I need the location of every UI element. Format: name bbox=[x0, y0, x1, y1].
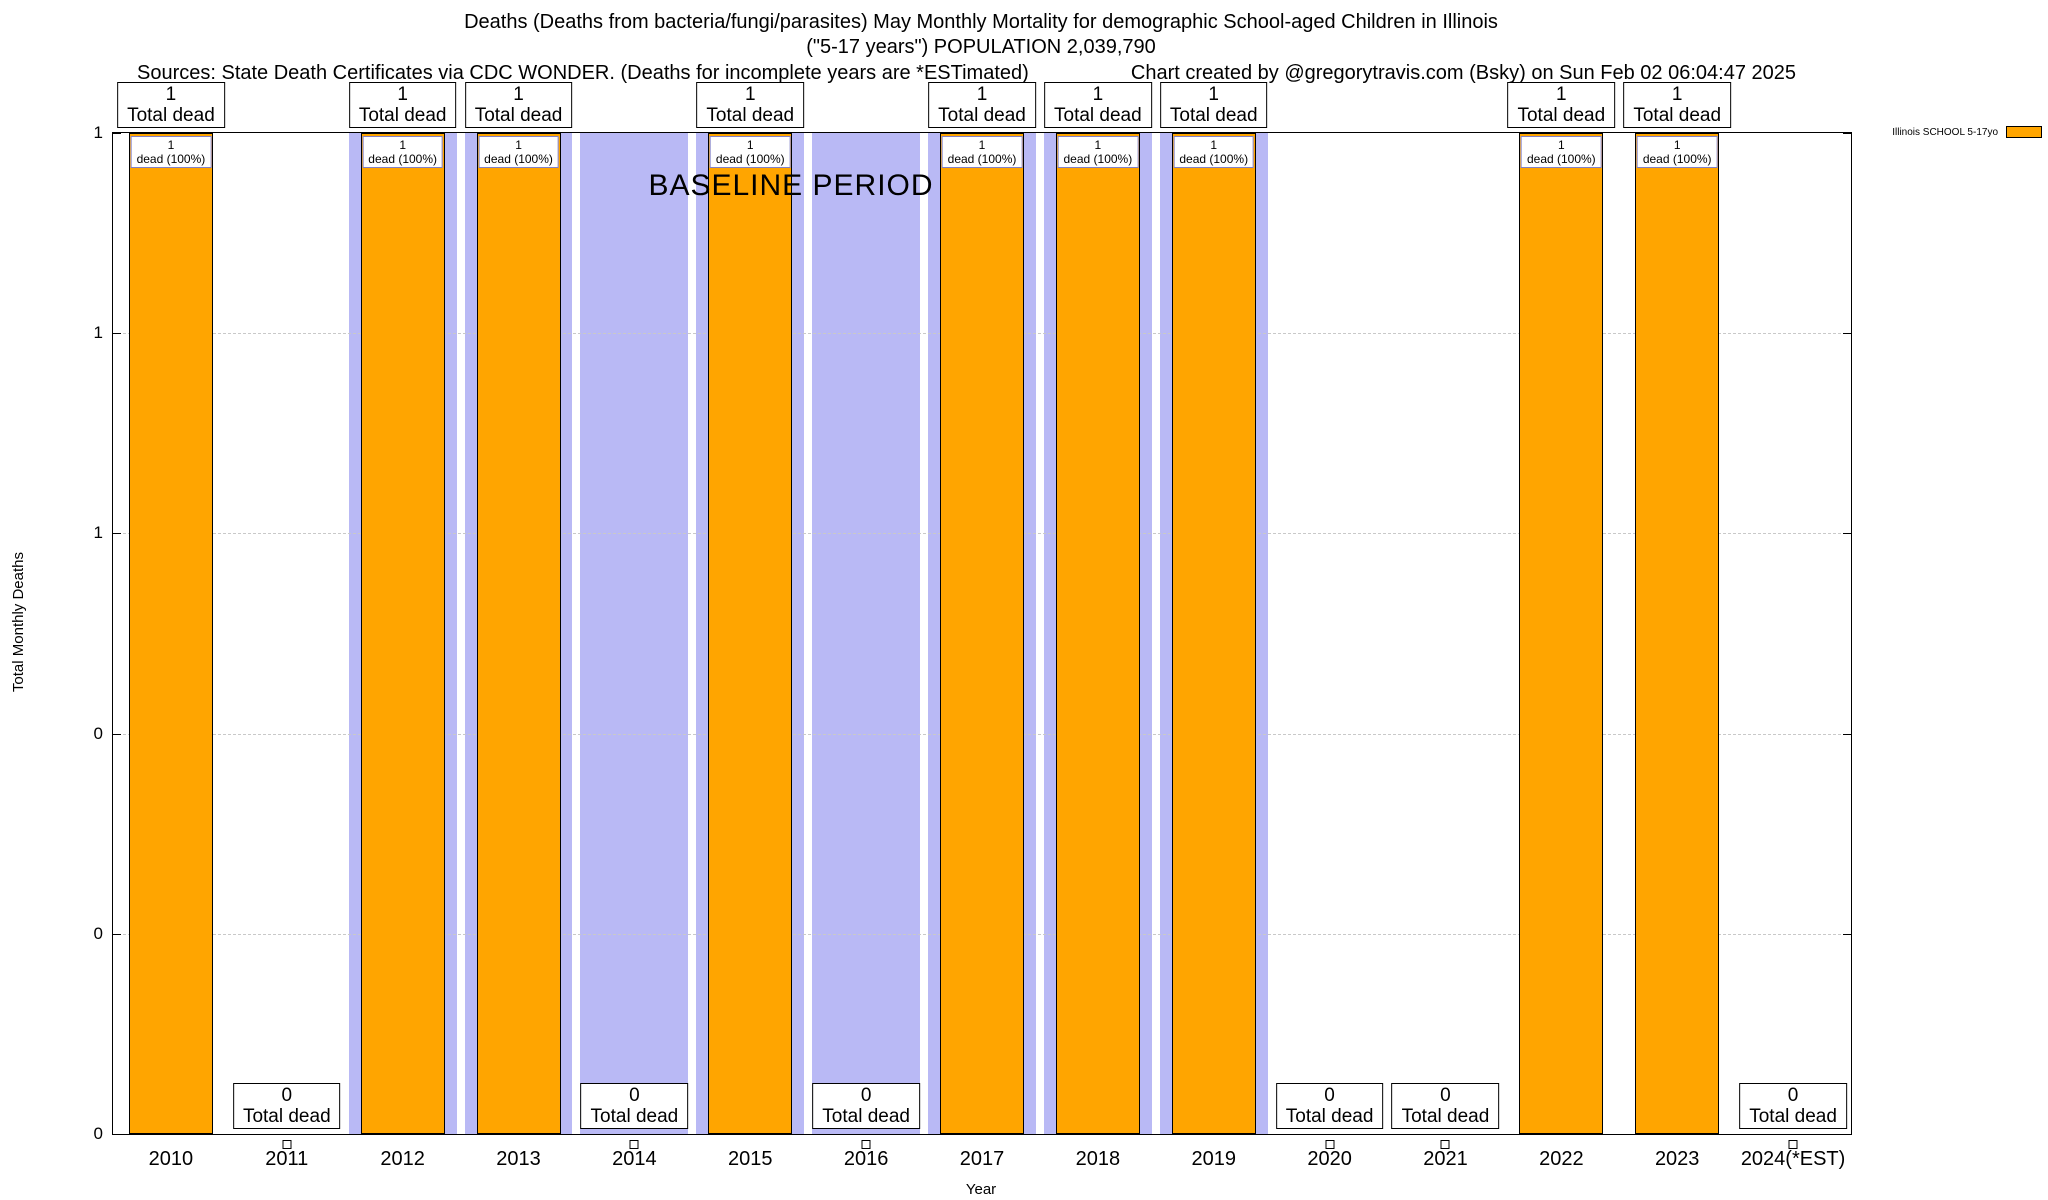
zero-marker bbox=[861, 1140, 871, 1149]
total-dead-box: 1 Total dead bbox=[1623, 82, 1732, 128]
x-tick-label: 2021 bbox=[1423, 1148, 1468, 1170]
y-tick-mark bbox=[113, 333, 121, 335]
x-tick-label: 2020 bbox=[1307, 1148, 1352, 1170]
total-dead-box: 1 Total dead bbox=[1159, 82, 1268, 128]
y-tick-mark bbox=[1843, 1134, 1851, 1135]
y-tick-mark bbox=[1843, 733, 1851, 735]
y-tick-mark bbox=[113, 733, 121, 735]
y-tick-mark bbox=[1843, 133, 1851, 134]
zero-total-box: 0 Total dead bbox=[1391, 1083, 1500, 1129]
data-bar bbox=[1635, 133, 1720, 1134]
x-tick-label: 2010 bbox=[148, 1148, 194, 1170]
chart-header: Deaths (Deaths from bacteria/fungi/paras… bbox=[112, 10, 1850, 86]
data-bar bbox=[360, 133, 445, 1134]
plot-area: BASELINE PERIOD 0 0 0 1 1 1 1 dead (100%) 1 Total… bbox=[94, 82, 1852, 1170]
legend-swatch bbox=[2006, 126, 2042, 138]
y-tick-mark bbox=[1843, 933, 1851, 935]
zero-marker bbox=[1440, 1140, 1450, 1149]
total-dead-box: 1 Total dead bbox=[696, 82, 805, 128]
zero-marker bbox=[629, 1140, 639, 1149]
y-tick-label: 1 bbox=[93, 323, 103, 343]
baseline-band bbox=[812, 133, 921, 1134]
data-bar bbox=[1519, 133, 1604, 1134]
x-tick-label: 2022 bbox=[1539, 1148, 1584, 1170]
zero-total-box: 0 Total dead bbox=[580, 1083, 689, 1129]
bar-value-box: 1 dead (100%) bbox=[130, 136, 212, 168]
total-dead-box: 1 Total dead bbox=[928, 82, 1036, 128]
x-axis-title: Year bbox=[965, 1181, 997, 1198]
x-tick-label: 2015 bbox=[728, 1148, 773, 1170]
zero-total-box: 0 Total dead bbox=[812, 1083, 920, 1129]
data-bar bbox=[940, 133, 1024, 1134]
chart-title: Deaths (Deaths from bacteria/fungi/paras… bbox=[464, 11, 1498, 33]
total-dead-box: 1 Total dead bbox=[464, 82, 573, 128]
credit-note: Chart created by @gregorytravis.com (Bsk… bbox=[1130, 62, 1796, 84]
total-dead-box: 1 Total dead bbox=[1507, 82, 1616, 128]
y-tick-label: 0 bbox=[93, 923, 103, 943]
bar-value-box: 1 dead (100%) bbox=[1520, 136, 1602, 168]
y-tick-label: 0 bbox=[93, 723, 103, 743]
bar-value-box: 1 dead (100%) bbox=[709, 136, 791, 168]
bar-value-box: 1 dead (100%) bbox=[1636, 136, 1718, 168]
total-dead-box: 1 Total dead bbox=[117, 82, 225, 128]
y-tick-mark bbox=[113, 933, 121, 935]
data-bar bbox=[1171, 133, 1256, 1134]
x-tick-label: 2013 bbox=[496, 1148, 541, 1170]
bar-value-box: 1 dead (100%) bbox=[941, 136, 1023, 168]
bar-value-box: 1 dead (100%) bbox=[362, 136, 444, 168]
y-tick-mark bbox=[113, 133, 121, 134]
x-tick-label: 2011 bbox=[265, 1148, 309, 1170]
x-tick-label: 2017 bbox=[959, 1148, 1005, 1170]
y-tick-mark bbox=[113, 1134, 121, 1135]
y-axis-title: Total Monthly Deaths bbox=[10, 552, 27, 693]
zero-total-box: 0 Total dead bbox=[1275, 1083, 1384, 1129]
x-tick-label: 2018 bbox=[1075, 1148, 1121, 1170]
legend: Illinois SCHOOL 5-17yo bbox=[1892, 126, 2042, 138]
sources-note: Sources: State Death Certificates via CD… bbox=[137, 62, 1029, 84]
x-tick-label: 2019 bbox=[1191, 1148, 1236, 1170]
baseline-period-label: BASELINE PERIOD bbox=[648, 169, 934, 202]
zero-total-box: 0 Total dead bbox=[232, 1083, 341, 1129]
x-tick-label: 2012 bbox=[380, 1148, 425, 1170]
y-tick-label: 1 bbox=[93, 123, 103, 142]
zero-marker bbox=[282, 1140, 292, 1149]
y-tick-mark bbox=[1843, 533, 1851, 535]
x-tick-label: 2023 bbox=[1654, 1148, 1700, 1170]
zero-marker bbox=[1788, 1140, 1798, 1149]
zero-total-box: 0 Total dead bbox=[1739, 1083, 1847, 1129]
legend-label: Illinois SCHOOL 5-17yo bbox=[1892, 126, 1998, 138]
data-bar bbox=[708, 133, 793, 1134]
x-tick-label: 2024(*EST) bbox=[1740, 1148, 1846, 1170]
chart-notes-row: Sources: State Death Certificates via CD… bbox=[112, 61, 1850, 86]
bar-value-box: 1 dead (100%) bbox=[1173, 136, 1255, 168]
data-bar bbox=[128, 133, 213, 1134]
y-tick-label: 0 bbox=[93, 1124, 103, 1143]
x-tick-label: 2016 bbox=[843, 1148, 889, 1170]
y-tick-label: 1 bbox=[93, 523, 103, 543]
total-dead-box: 1 Total dead bbox=[348, 82, 457, 128]
x-tick-label: 2014 bbox=[612, 1148, 657, 1170]
bar-value-box: 1 dead (100%) bbox=[478, 136, 559, 168]
data-bar bbox=[476, 133, 561, 1134]
chart-subtitle: ("5-17 years") POPULATION 2,039,790 bbox=[806, 36, 1156, 58]
data-bar bbox=[1055, 133, 1140, 1134]
baseline-band bbox=[580, 133, 689, 1134]
total-dead-box: 1 Total dead bbox=[1044, 82, 1152, 128]
y-tick-mark bbox=[113, 533, 121, 535]
y-tick-mark bbox=[1843, 333, 1851, 335]
zero-marker bbox=[1325, 1140, 1335, 1149]
bar-value-box: 1 dead (100%) bbox=[1057, 136, 1139, 168]
